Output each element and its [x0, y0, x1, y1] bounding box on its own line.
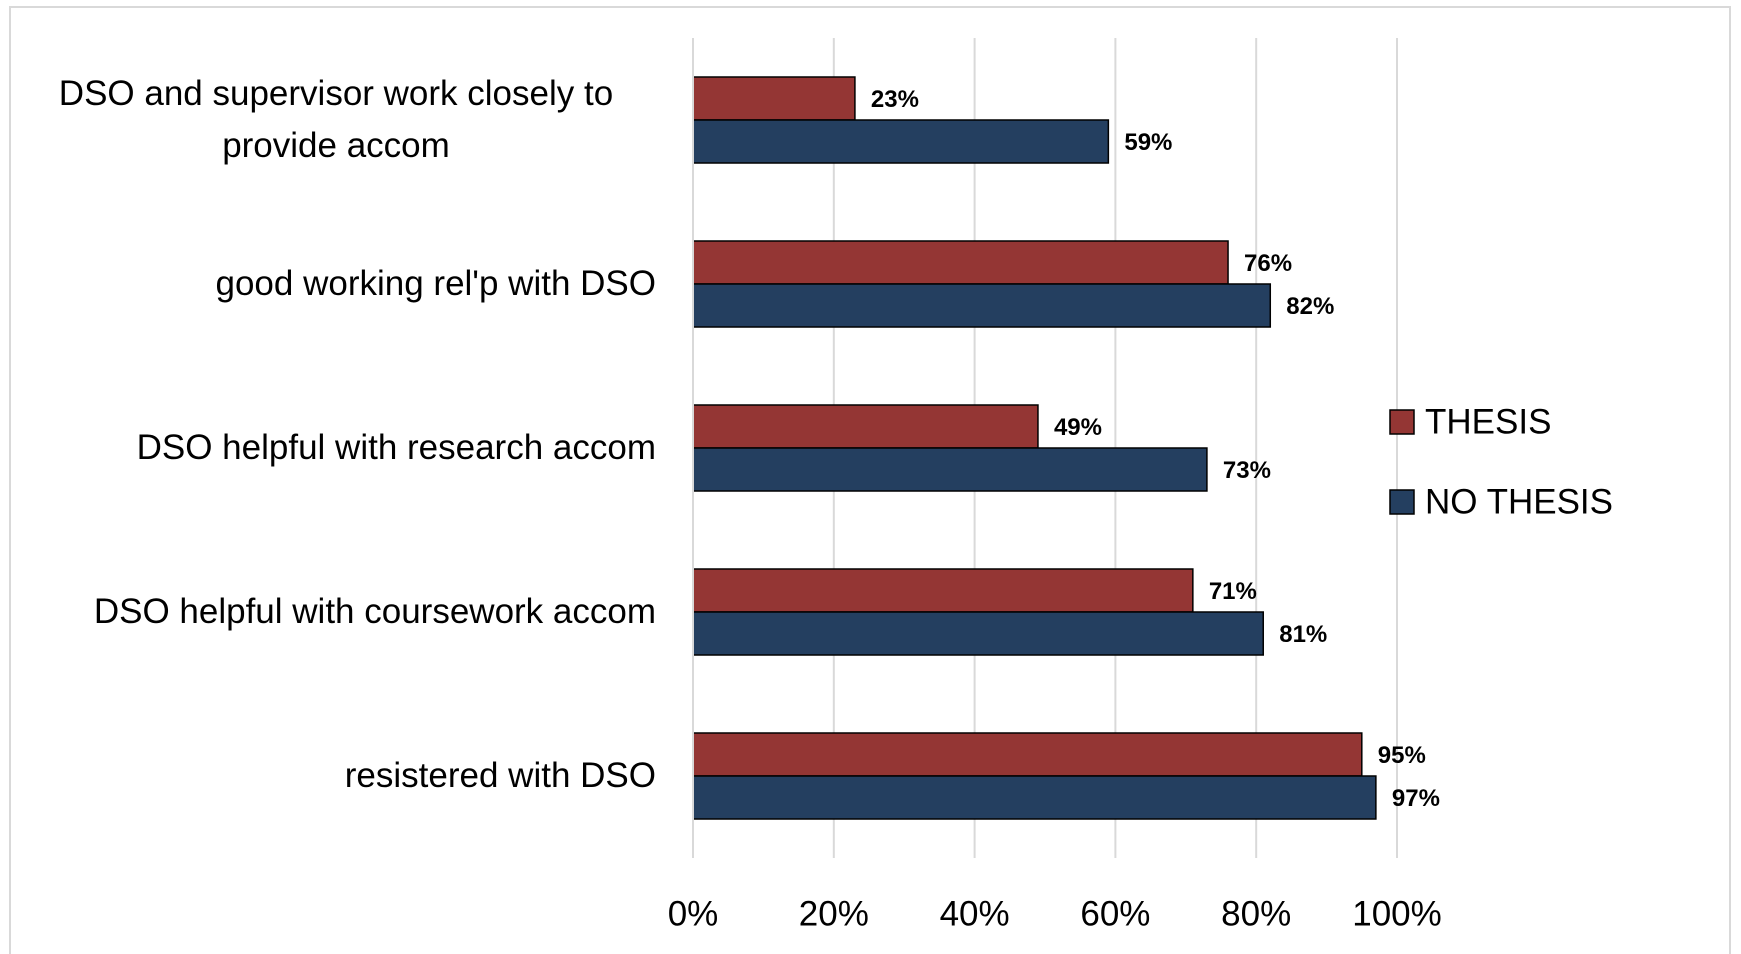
bar	[692, 240, 1229, 285]
category-label: DSO and supervisor work closely to provi…	[16, 68, 656, 172]
x-tick-label: 0%	[668, 894, 719, 933]
x-tick-label: 40%	[940, 894, 1010, 933]
data-label: 59%	[1124, 129, 1172, 156]
data-label: 71%	[1209, 578, 1257, 605]
data-label: 73%	[1223, 457, 1271, 484]
data-label: 95%	[1378, 742, 1426, 769]
category-text: resistered with DSO	[344, 756, 656, 795]
category-text: DSO helpful with coursework accom	[93, 592, 656, 631]
bar	[692, 76, 856, 121]
category-text: DSO and supervisor work closely to provi…	[58, 74, 614, 165]
x-tick-label: 60%	[1080, 894, 1150, 933]
legend-swatch	[1389, 489, 1415, 515]
data-label: 49%	[1054, 414, 1102, 441]
bar	[692, 119, 1110, 164]
x-tick-label: 20%	[799, 894, 869, 933]
chart-border	[9, 6, 1731, 954]
legend-label: NO THESIS	[1425, 482, 1613, 521]
bar	[692, 611, 1264, 656]
bar	[692, 732, 1363, 777]
data-label: 23%	[871, 86, 919, 113]
category-label: resistered with DSO	[16, 750, 656, 802]
category-label: DSO helpful with research accom	[16, 422, 656, 474]
bar	[692, 404, 1039, 449]
bar	[692, 447, 1208, 492]
data-label: 82%	[1286, 293, 1334, 320]
legend-label: THESIS	[1425, 402, 1551, 441]
data-label: 76%	[1244, 250, 1292, 277]
bar	[692, 775, 1377, 820]
bar	[692, 568, 1194, 613]
category-label: good working rel'p with DSO	[16, 258, 657, 310]
data-label: 81%	[1279, 621, 1327, 648]
x-tick-label: 100%	[1352, 894, 1442, 933]
category-text: good working rel'p with DSO	[215, 264, 657, 303]
category-label: DSO helpful with coursework accom	[16, 586, 656, 638]
bar	[692, 283, 1272, 328]
data-label: 97%	[1392, 785, 1440, 812]
legend-swatch	[1389, 409, 1415, 435]
category-text: DSO helpful with research accom	[136, 428, 656, 467]
x-tick-label: 80%	[1221, 894, 1291, 933]
